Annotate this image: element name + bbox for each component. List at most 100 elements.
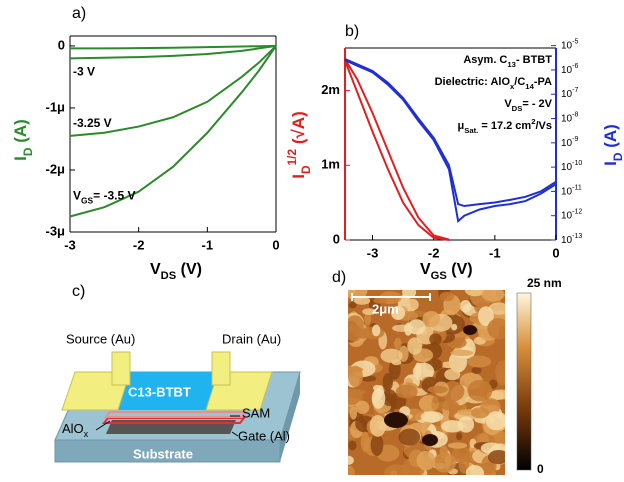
text-part: μ <box>457 120 464 132</box>
text-part: (V) <box>447 261 473 278</box>
text-part: 1/2 <box>285 149 299 166</box>
text-part: V <box>73 189 81 203</box>
afm-grain <box>441 400 459 411</box>
diagram-label: Substrate <box>133 446 193 461</box>
panel-label: b) <box>345 23 359 40</box>
x-tick-label: -3 <box>64 237 76 252</box>
afm-grain <box>407 299 419 311</box>
afm-grain <box>422 311 440 327</box>
afm-grain <box>354 297 370 305</box>
text-part: 10 <box>561 235 573 246</box>
colorbar-min: 0 <box>537 462 544 476</box>
afm-grain <box>388 467 398 477</box>
afm-pit <box>384 412 408 428</box>
y2-tick-label: 10-6 <box>561 63 578 75</box>
series-label: VGS= -3.5 V <box>73 189 135 206</box>
y-axis-label: ID (A) <box>11 119 35 161</box>
text-part: 10 <box>561 113 573 124</box>
afm-grain <box>342 456 354 465</box>
annotation: Dielectric: AlOx/C14-PA <box>435 76 552 91</box>
afm-grain <box>451 350 474 356</box>
afm-grain <box>372 388 386 408</box>
x-tick-label: 0 <box>552 245 559 260</box>
panel-label: a) <box>72 5 86 22</box>
afm-grain <box>471 367 481 374</box>
afm-grain <box>404 323 412 336</box>
afm-grain <box>421 411 444 422</box>
y-tick-label: 1m <box>321 157 340 172</box>
afm-grain <box>341 389 366 395</box>
diagram-label: Drain (Au) <box>222 331 281 346</box>
y-axis-label: ID1/2 (√A) <box>285 111 313 179</box>
y2-axis-label: ID (A) <box>601 124 624 166</box>
afm-grain <box>448 442 467 448</box>
afm-grain <box>467 356 491 368</box>
text-part: /C <box>514 76 525 88</box>
afm-grain <box>456 432 462 440</box>
y2-tick-label: 10-13 <box>561 233 582 245</box>
series-name: -3 V <box>73 65 95 79</box>
text-part: = 17.2 cm <box>478 120 531 132</box>
afm-grain <box>349 302 357 308</box>
text-part: 10 <box>561 89 573 100</box>
text-part: /Vs <box>535 120 552 132</box>
text-part: 10 <box>561 40 573 51</box>
x-tick-label: -1 <box>202 237 214 252</box>
afm-grain <box>383 373 393 391</box>
text-part: D <box>299 165 313 174</box>
afm-grain <box>372 325 381 337</box>
text-part: 13 <box>507 60 516 69</box>
diagram-label: Gate (Al) <box>238 428 290 443</box>
afm-grain <box>488 450 509 464</box>
afm-grain <box>433 453 456 473</box>
afm-grain <box>497 371 509 385</box>
text-part: -6 <box>572 63 578 70</box>
text-part: V <box>150 261 161 278</box>
text-part: GS <box>81 196 94 206</box>
afm-grain <box>440 292 454 301</box>
text-part: (A) <box>11 119 30 147</box>
text-part: -8 <box>572 112 578 119</box>
text-part: (√A) <box>289 111 308 149</box>
data-line <box>345 59 449 239</box>
panel-label: c) <box>72 283 85 300</box>
afm-grain <box>487 318 509 339</box>
text-part: -10 <box>572 160 582 167</box>
afm-grain <box>346 324 362 342</box>
data-line <box>70 46 276 48</box>
annotation: VDS= - 2V <box>504 98 552 113</box>
y2-tick-label: 10-8 <box>561 112 578 124</box>
text-part: -12 <box>572 209 582 216</box>
afm-grain <box>345 367 363 373</box>
afm-grain <box>348 441 356 451</box>
text-part: Dielectric: AlO <box>435 76 511 88</box>
afm-grain <box>371 434 384 456</box>
y2-tick-label: 10-9 <box>561 136 578 148</box>
afm-grain <box>345 466 355 482</box>
text-part: (V) <box>176 261 202 278</box>
text-part: 10 <box>561 186 573 197</box>
x-tick-label: -2 <box>133 237 145 252</box>
text-part: x <box>84 429 89 439</box>
text-part: DS <box>512 104 523 113</box>
x-tick-label: 0 <box>272 237 279 252</box>
colorbar <box>517 293 531 470</box>
y-tick-label: 0 <box>58 37 65 52</box>
y2-tick-label: 10-7 <box>561 88 578 100</box>
afm-grain <box>471 407 489 418</box>
afm-grain <box>417 451 436 471</box>
afm-grain <box>380 349 402 363</box>
series-name: -3.5 V <box>103 189 135 203</box>
text-part: -7 <box>572 88 578 95</box>
afm-grain <box>398 429 420 446</box>
afm-image <box>337 280 511 482</box>
diagram-label: C13-BTBT <box>128 384 191 399</box>
x-tick-label: -2 <box>428 245 440 260</box>
figure: 2μm 25 nm 0 d) c) Source (Au) Drain (Au)… <box>0 0 624 482</box>
afm-grain <box>407 337 422 354</box>
afm-grain <box>481 288 504 302</box>
text-part: 10 <box>561 162 573 173</box>
text-part: 10 <box>561 137 573 148</box>
text-part: DS <box>161 270 177 282</box>
text-part: Sat. <box>464 126 478 135</box>
